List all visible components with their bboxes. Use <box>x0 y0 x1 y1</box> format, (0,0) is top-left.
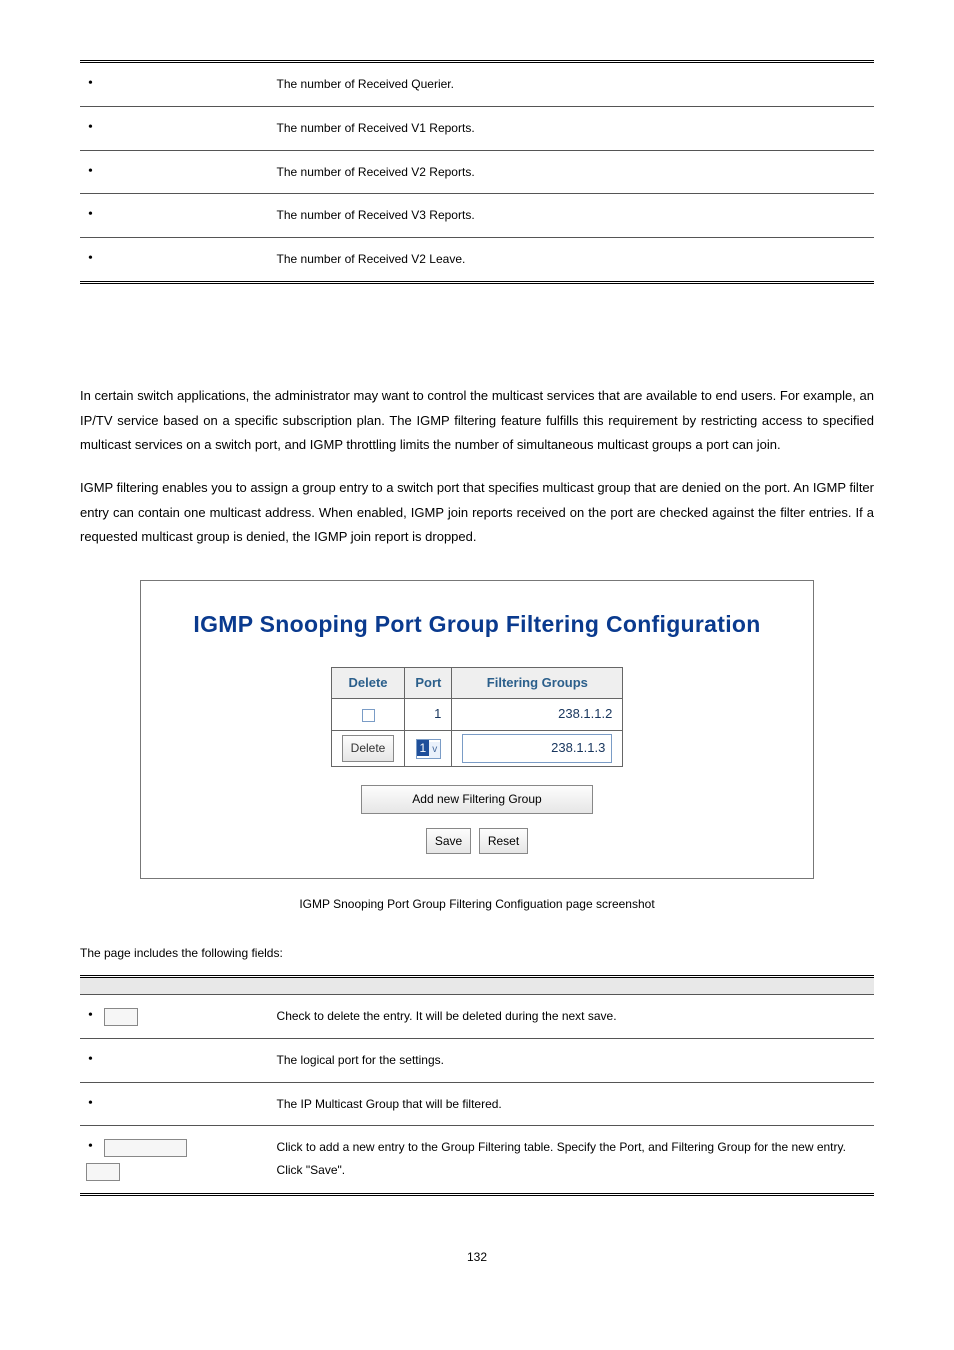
table-row: Click to add a new entry to the Group Fi… <box>80 1126 874 1195</box>
table-row: The number of Received V2 Leave. <box>80 238 874 283</box>
row-description: The IP Multicast Group that will be filt… <box>271 1082 874 1126</box>
table-received-stats: The number of Received Querier. The numb… <box>80 60 874 284</box>
row-object <box>80 1126 271 1195</box>
filtering-group-input[interactable]: 238.1.1.3 <box>462 734 612 763</box>
filter-table: Delete Port Filtering Groups 1 238.1.1.2… <box>331 667 624 767</box>
row-description: The number of Received V2 Reports. <box>271 150 874 194</box>
placeholder-button <box>104 1008 138 1026</box>
table-row: The number of Received V1 Reports. <box>80 106 874 150</box>
row-object <box>80 1038 271 1082</box>
delete-checkbox[interactable] <box>362 709 375 722</box>
figure-port-group-filtering: IGMP Snooping Port Group Filtering Confi… <box>140 580 814 879</box>
add-filtering-group-button[interactable]: Add new Filtering Group <box>361 785 592 814</box>
placeholder-button <box>104 1139 187 1157</box>
port-select-value: 1 <box>417 740 430 756</box>
table-row: Check to delete the entry. It will be de… <box>80 995 874 1039</box>
page-number: 132 <box>80 1246 874 1269</box>
col-header-object <box>80 977 271 995</box>
reset-button[interactable]: Reset <box>479 828 528 855</box>
row-object <box>80 995 271 1039</box>
row-description: The logical port for the settings. <box>271 1038 874 1082</box>
row-description: The number of Received Querier. <box>271 62 874 107</box>
filter-row-new: Delete 1v 238.1.1.3 <box>331 731 623 767</box>
chevron-down-icon: v <box>429 742 440 758</box>
figure-caption: IGMP Snooping Port Group Filtering Confi… <box>80 893 874 916</box>
row-object <box>80 194 271 238</box>
figure-title: IGMP Snooping Port Group Filtering Confi… <box>171 603 783 647</box>
table-fields: Check to delete the entry. It will be de… <box>80 975 874 1196</box>
table-row: The number of Received V3 Reports. <box>80 194 874 238</box>
row-object <box>80 62 271 107</box>
placeholder-button <box>86 1163 120 1181</box>
col-header-port: Port <box>405 667 452 699</box>
filter-row: 1 238.1.1.2 <box>331 699 623 731</box>
table-row: The IP Multicast Group that will be filt… <box>80 1082 874 1126</box>
col-header-filtering-groups: Filtering Groups <box>452 667 623 699</box>
table-row: The number of Received Querier. <box>80 62 874 107</box>
col-header-delete: Delete <box>331 667 405 699</box>
port-value: 1 <box>405 699 452 731</box>
row-description: The number of Received V2 Leave. <box>271 238 874 283</box>
row-object <box>80 150 271 194</box>
row-description: The number of Received V3 Reports. <box>271 194 874 238</box>
row-object <box>80 106 271 150</box>
includes-label: The page includes the following fields: <box>80 942 874 965</box>
delete-button[interactable]: Delete <box>342 735 395 762</box>
table-row: The logical port for the settings. <box>80 1038 874 1082</box>
paragraph-intro-2: IGMP filtering enables you to assign a g… <box>80 476 874 550</box>
row-description: Check to delete the entry. It will be de… <box>271 995 874 1039</box>
table-row: The number of Received V2 Reports. <box>80 150 874 194</box>
group-value: 238.1.1.2 <box>452 699 623 731</box>
col-header-description <box>271 977 874 995</box>
save-button[interactable]: Save <box>426 828 471 855</box>
row-object <box>80 1082 271 1126</box>
port-select[interactable]: 1v <box>416 739 442 759</box>
paragraph-intro-1: In certain switch applications, the admi… <box>80 384 874 458</box>
row-object <box>80 238 271 283</box>
row-description: Click to add a new entry to the Group Fi… <box>271 1126 874 1195</box>
row-description: The number of Received V1 Reports. <box>271 106 874 150</box>
